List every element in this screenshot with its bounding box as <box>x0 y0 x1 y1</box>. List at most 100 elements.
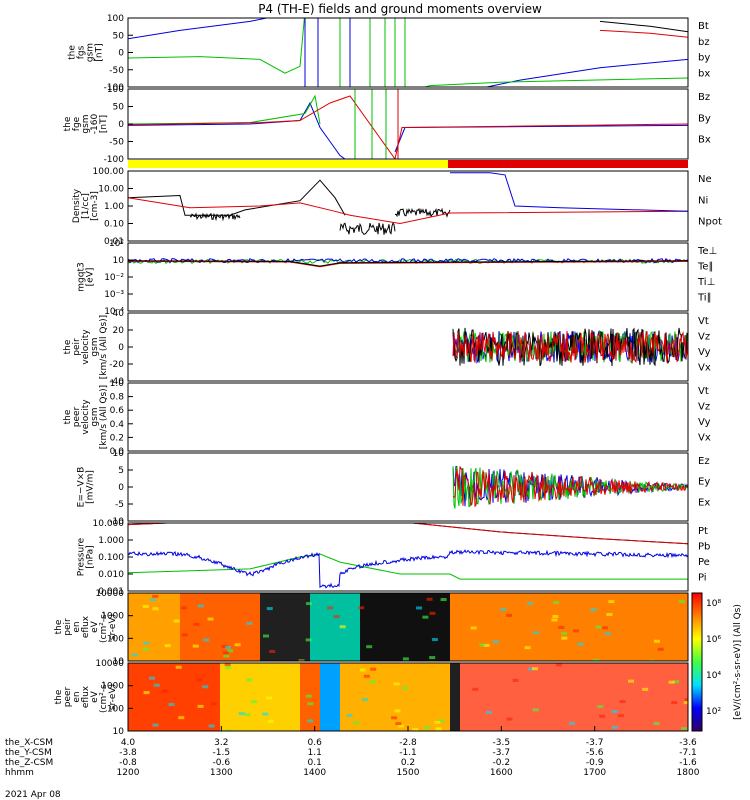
xaxis-value: -3.7 <box>586 738 604 748</box>
y-tick-label: 100.00 <box>93 167 125 177</box>
spectrogram-texture <box>370 667 377 671</box>
spectrogram-texture <box>597 705 604 709</box>
legend-Ey: Ey <box>698 477 710 488</box>
y-axis-label: mgqt3 <box>77 262 87 291</box>
legend-Vt: Vt <box>698 386 709 397</box>
series-Bx <box>394 124 688 153</box>
series-by <box>423 77 688 87</box>
spectrogram-texture <box>339 625 346 629</box>
panel-pressure: 10.000 1.000 0.100 0.010 0.001 Pressure [nPa] P… <box>77 519 711 597</box>
y-axis-label: fge <box>72 116 82 131</box>
spectrogram-texture <box>628 679 635 683</box>
spectrogram-texture <box>143 691 150 695</box>
spectrogram-texture <box>394 709 401 713</box>
spectrogram-texture <box>683 701 688 705</box>
legend-Pb: Pb <box>698 542 710 553</box>
xaxis-value: 1.1 <box>308 748 322 758</box>
series-Pb <box>128 523 688 545</box>
spectrogram-texture <box>470 626 477 630</box>
spectrogram-texture <box>424 725 431 729</box>
xaxis-value: -3.6 <box>679 738 697 748</box>
legend-Vx: Vx <box>698 363 711 374</box>
spectrogram-texture <box>438 719 445 723</box>
y-tick-label: 10000 <box>95 589 124 599</box>
series-Ni-noise <box>189 212 241 222</box>
spectrogram-texture <box>305 694 312 698</box>
y-axis-label: eflux <box>81 615 91 638</box>
y-tick-label: 0 <box>118 49 124 59</box>
y-tick-label: -50 <box>109 138 124 148</box>
colorbar-rect <box>691 592 703 732</box>
panel-frame <box>127 382 689 452</box>
spectrogram-texture <box>642 687 649 691</box>
spectrogram-texture <box>131 653 138 657</box>
spectrogram-texture <box>577 642 584 646</box>
spectrogram-texture <box>346 713 353 717</box>
spectrogram-texture <box>267 719 274 723</box>
colorbar-tick-label: 10⁶ <box>706 635 721 645</box>
y-axis-label: gsm <box>86 43 96 62</box>
xaxis-value: -0.6 <box>213 758 231 768</box>
spectrogram-texture <box>305 602 312 606</box>
y-tick-label: 0 <box>118 343 124 353</box>
spectrogram-texture <box>225 729 232 731</box>
legend-Te⊥: Te⊥ <box>697 246 717 257</box>
y-axis-label: [eV] <box>86 268 96 287</box>
spectrogram-texture <box>416 606 423 610</box>
spectrogram-texture <box>593 658 600 661</box>
y-tick-label: 10⁻³ <box>104 290 124 300</box>
legend-Pt: Pt <box>698 526 708 537</box>
panel-fge: 100 50 0 -50 -100 the fge gsm -160 [nT] Bz By Bx <box>63 85 711 165</box>
xaxis-value: 1800 <box>677 768 700 778</box>
legend-by: by <box>698 53 710 64</box>
spectrogram-texture <box>524 646 531 650</box>
y-axis-label: (cm²-s- <box>99 611 109 643</box>
spectrogram-texture <box>485 711 492 715</box>
y-tick-label: 20 <box>113 326 125 336</box>
xaxis-value: -1.1 <box>399 748 417 758</box>
legend-Ti∥: Ti∥ <box>697 293 712 304</box>
spectrogram-texture <box>181 633 188 637</box>
panel-fgs: 100 50 0 -50 -100 the fgs gsm [nT] Bt bz by bx <box>68 14 711 93</box>
spectrogram-texture <box>142 604 149 608</box>
spectrogram-texture <box>222 651 229 655</box>
spectrogram-texture <box>246 621 253 625</box>
panel-frame <box>127 17 689 88</box>
spectrogram-texture <box>528 667 535 671</box>
y-axis-label: sr-eV) <box>108 614 118 640</box>
spectrogram-texture <box>359 668 366 672</box>
spectrogram-texture <box>164 644 171 648</box>
spectrogram-texture <box>152 594 159 598</box>
xaxis-row-label: the_Z-CSM <box>5 758 53 768</box>
panel-peer_en: 10000 1000 100 10 the peer en eflux eV (cm²-s-sr-… <box>54 659 689 737</box>
xaxis-value: -0.2 <box>493 758 511 768</box>
y-tick-label: 10 <box>113 256 125 266</box>
y-tick-label: 1000 <box>101 682 124 692</box>
spectrogram-texture <box>180 606 187 610</box>
spectrogram-texture <box>608 600 615 604</box>
y-tick-label: 1.000 <box>98 536 124 546</box>
y-axis-label: the <box>63 339 73 354</box>
series-Pi <box>128 549 688 589</box>
y-axis-label: the <box>54 689 64 704</box>
legend-bx: bx <box>698 68 710 79</box>
y-axis-label: [cm-3] <box>90 191 100 221</box>
spectrogram-texture <box>395 722 402 726</box>
y-axis-label: [nPa] <box>86 545 96 568</box>
y-tick-label: -20 <box>109 360 124 370</box>
y-tick-label: 50 <box>113 103 125 113</box>
spectrogram-texture <box>483 643 490 647</box>
spectrogram-texture <box>250 700 257 704</box>
spectrogram-texture <box>265 696 272 700</box>
legend-Ni: Ni <box>698 195 708 206</box>
spectrogram-texture <box>238 712 245 716</box>
legend-Te∥: Te∥ <box>697 262 714 273</box>
xaxis-value: 1400 <box>303 768 326 778</box>
spectrogram-band <box>460 663 688 731</box>
y-tick-label: 100 <box>107 704 124 714</box>
spectrogram-texture <box>611 709 618 713</box>
y-axis-label: en <box>72 621 82 632</box>
xaxis-value: 0.2 <box>401 758 415 768</box>
spectrogram-band <box>180 593 260 661</box>
